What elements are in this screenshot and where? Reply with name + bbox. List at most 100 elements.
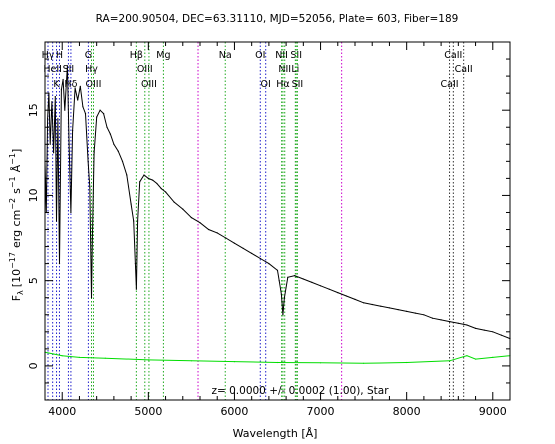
series-error-point-7 xyxy=(233,361,235,363)
spectral-line-label-6: OI xyxy=(255,50,265,61)
spectral-line-label-7: NII xyxy=(275,50,288,61)
series-flux-point-43 xyxy=(143,174,145,176)
series-flux-point-35 xyxy=(121,160,124,162)
series-flux-point-21 xyxy=(82,106,84,108)
series-flux-point-48 xyxy=(165,191,167,193)
spectral-line-label-17: K xyxy=(53,79,60,90)
series-flux-point-28 xyxy=(96,116,98,118)
series-flux-point-84 xyxy=(440,319,442,321)
series-flux-point-68 xyxy=(302,278,304,280)
series-flux-point-63 xyxy=(280,293,282,295)
series-flux-point-76 xyxy=(371,303,373,306)
series-flux-point-36 xyxy=(126,174,128,176)
spectral-line-label-9: CaII xyxy=(444,50,462,61)
y-tick-label-10: 10 xyxy=(27,188,40,202)
series-flux-point-25 xyxy=(90,297,93,299)
series-flux-point-56 xyxy=(233,242,235,244)
series-flux-point-80 xyxy=(406,310,408,312)
series-flux-point-22 xyxy=(84,113,87,115)
x-tick-label-7000: 7000 xyxy=(307,405,335,418)
series-error-point-1 xyxy=(53,353,55,355)
series-flux-point-45 xyxy=(152,179,154,181)
series-error-point-14 xyxy=(475,358,477,360)
y-tick-label-5: 5 xyxy=(27,277,40,284)
series-flux-point-65 xyxy=(283,297,285,299)
series-flux-point-59 xyxy=(259,257,261,260)
series-flux-point-74 xyxy=(354,298,356,300)
spectral-line-label-10: HeII xyxy=(43,64,62,75)
series-flux-point-49 xyxy=(173,201,175,203)
series-flux-point-18 xyxy=(74,87,76,89)
series-layer xyxy=(44,65,511,364)
series-flux-point-83 xyxy=(431,317,434,319)
spectral-line-label-12: Hγ xyxy=(85,64,98,75)
series-flux-point-44 xyxy=(147,177,149,179)
spectral-line-label-19: OIII xyxy=(86,79,102,90)
series-flux-point-60 xyxy=(268,263,270,265)
series-flux-point-34 xyxy=(117,150,119,152)
series-flux-point-67 xyxy=(294,275,296,277)
series-flux-point-62 xyxy=(278,280,280,282)
series-flux-point-31 xyxy=(106,126,108,128)
spectral-line-label-0: Hγ xyxy=(42,50,55,61)
series-flux-point-14 xyxy=(66,65,68,67)
spectral-line-label-13: OIII xyxy=(137,64,153,75)
series-error-point-9 xyxy=(320,362,322,364)
series-flux-point-89 xyxy=(483,329,485,331)
series-flux-point-81 xyxy=(414,312,416,314)
series-flux-point-61 xyxy=(276,269,279,271)
series-error-point-2 xyxy=(61,355,63,357)
series-error-line xyxy=(44,351,511,364)
spectral-line-label-21: OI xyxy=(261,79,271,90)
spectral-line-label-14: NII xyxy=(278,64,291,75)
x-tick-label-8000: 8000 xyxy=(393,405,421,418)
series-error-point-11 xyxy=(406,361,408,364)
series-flux-point-11 xyxy=(60,89,63,91)
series-flux-point-26 xyxy=(91,237,93,239)
series-error-point-4 xyxy=(104,357,106,359)
series-flux-point-64 xyxy=(282,314,284,316)
series-flux-point-90 xyxy=(492,331,494,333)
y-tick-label-0: 0 xyxy=(27,362,40,369)
series-flux-point-75 xyxy=(363,302,365,304)
series-error-point-15 xyxy=(492,356,494,358)
spectral-line-label-4: Mg xyxy=(156,50,170,61)
series-flux-point-9 xyxy=(57,118,59,120)
series-flux-line xyxy=(44,65,511,340)
series-flux-point-33 xyxy=(113,143,115,145)
series-flux-point-41 xyxy=(137,220,139,222)
series-flux-point-37 xyxy=(130,203,132,205)
series-flux-point-85 xyxy=(449,321,451,323)
series-flux-point-79 xyxy=(397,309,399,311)
series-flux-point-39 xyxy=(134,263,136,265)
spectral-line-label-22: Hα xyxy=(276,79,289,90)
spectral-line-label-18: Hδ xyxy=(64,79,77,90)
series-flux-point-82 xyxy=(423,314,425,316)
series-flux-point-73 xyxy=(345,295,347,297)
series-error-point-13 xyxy=(466,355,468,357)
x-tick-label-5000: 5000 xyxy=(134,405,162,418)
series-flux-point-71 xyxy=(328,288,330,290)
series-flux-point-38 xyxy=(133,220,135,222)
series-flux-point-13 xyxy=(64,109,66,111)
y-tick-label-15: 15 xyxy=(27,103,40,117)
spectral-line-label-20: OIII xyxy=(141,79,157,90)
x-tick-label-6000: 6000 xyxy=(220,405,248,418)
spectral-line-label-8: SII xyxy=(290,50,302,61)
x-axis-label: Wavelength [Å] xyxy=(233,427,318,440)
series-flux-point-47 xyxy=(160,188,162,190)
series-flux-point-32 xyxy=(109,133,111,135)
series-flux-point-40 xyxy=(135,288,137,290)
spectral-line-label-24: CaII xyxy=(441,79,459,90)
series-flux-point-4 xyxy=(49,143,51,145)
series-flux-point-7 xyxy=(54,96,56,98)
series-flux-point-58 xyxy=(251,252,253,254)
series-flux-point-12 xyxy=(62,78,64,81)
x-tick-label-9000: 9000 xyxy=(479,405,507,418)
series-flux-point-23 xyxy=(87,160,89,162)
series-flux-point-15 xyxy=(68,143,70,145)
series-flux-point-17 xyxy=(72,130,74,132)
